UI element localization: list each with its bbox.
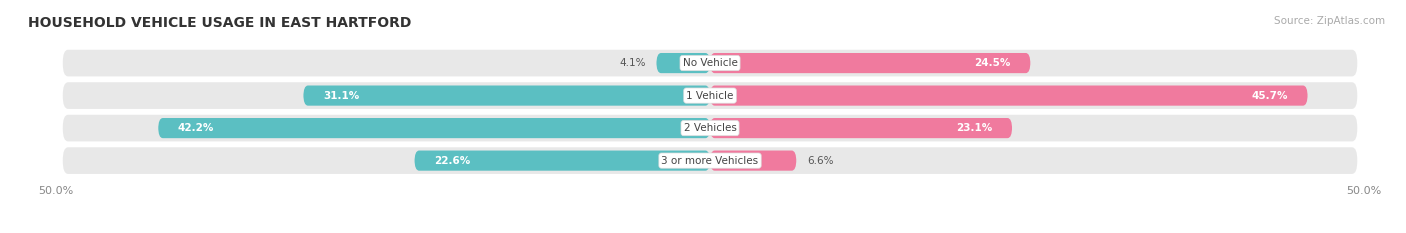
FancyBboxPatch shape	[159, 118, 710, 138]
Text: Source: ZipAtlas.com: Source: ZipAtlas.com	[1274, 16, 1385, 26]
Text: 6.6%: 6.6%	[807, 156, 834, 166]
FancyBboxPatch shape	[304, 86, 710, 106]
Text: 31.1%: 31.1%	[323, 91, 360, 101]
Text: 4.1%: 4.1%	[620, 58, 645, 68]
FancyBboxPatch shape	[710, 118, 1012, 138]
Text: No Vehicle: No Vehicle	[682, 58, 738, 68]
FancyBboxPatch shape	[415, 151, 710, 171]
Text: 23.1%: 23.1%	[956, 123, 993, 133]
Text: HOUSEHOLD VEHICLE USAGE IN EAST HARTFORD: HOUSEHOLD VEHICLE USAGE IN EAST HARTFORD	[28, 16, 412, 30]
FancyBboxPatch shape	[710, 151, 796, 171]
Text: 22.6%: 22.6%	[434, 156, 471, 166]
FancyBboxPatch shape	[63, 147, 1357, 174]
FancyBboxPatch shape	[710, 53, 1031, 73]
Text: 3 or more Vehicles: 3 or more Vehicles	[661, 156, 759, 166]
FancyBboxPatch shape	[63, 50, 1357, 76]
Text: 42.2%: 42.2%	[177, 123, 214, 133]
FancyBboxPatch shape	[63, 115, 1357, 141]
FancyBboxPatch shape	[710, 86, 1308, 106]
FancyBboxPatch shape	[657, 53, 710, 73]
Text: 24.5%: 24.5%	[974, 58, 1011, 68]
Text: 45.7%: 45.7%	[1251, 91, 1288, 101]
Text: 2 Vehicles: 2 Vehicles	[683, 123, 737, 133]
FancyBboxPatch shape	[63, 82, 1357, 109]
Text: 1 Vehicle: 1 Vehicle	[686, 91, 734, 101]
